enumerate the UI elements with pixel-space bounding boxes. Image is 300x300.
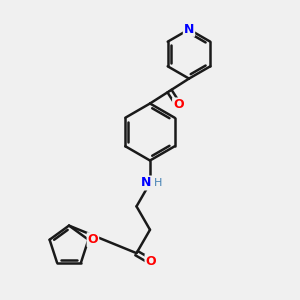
- Text: O: O: [146, 255, 156, 268]
- Text: O: O: [173, 98, 184, 112]
- Text: H: H: [154, 178, 163, 188]
- Text: N: N: [184, 23, 194, 36]
- Text: O: O: [88, 233, 98, 246]
- Text: N: N: [141, 176, 152, 190]
